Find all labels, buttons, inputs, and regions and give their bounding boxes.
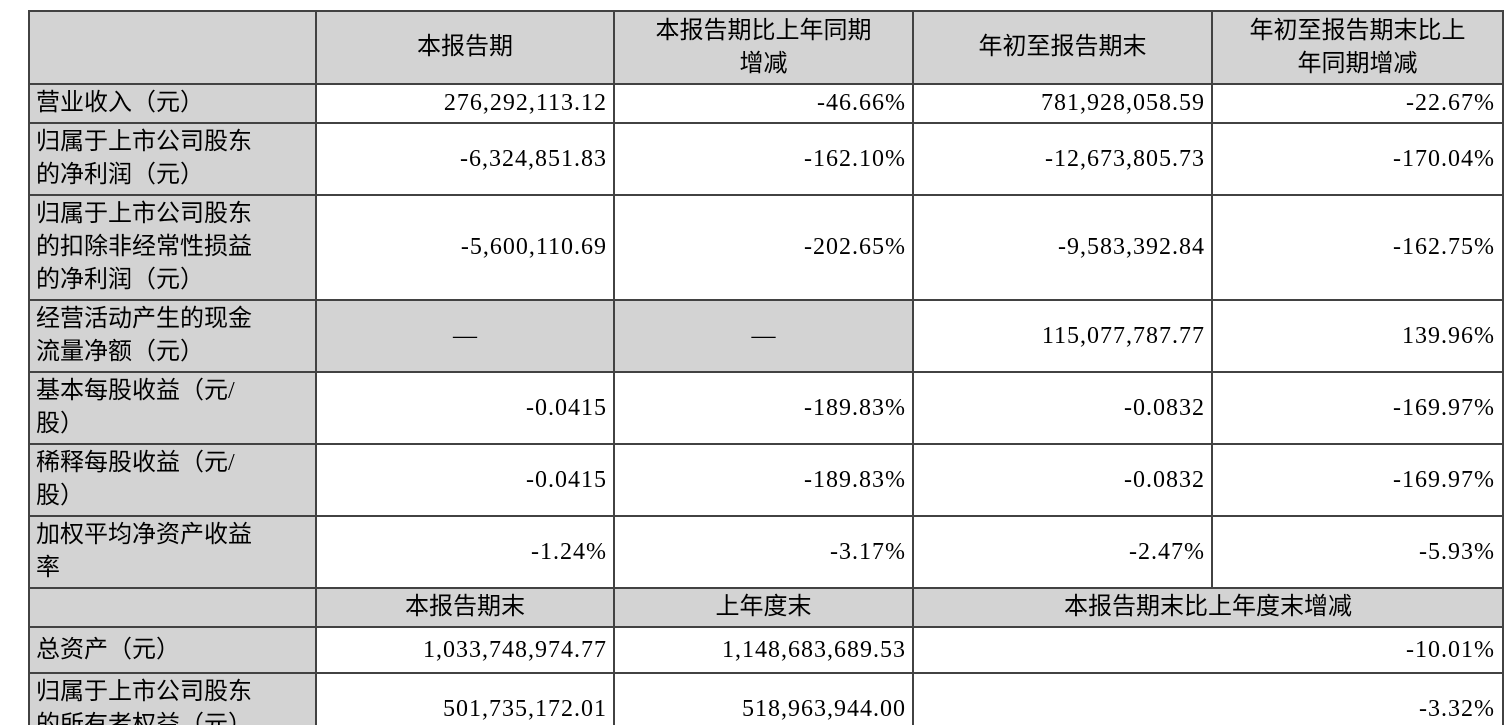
table-row-shareholders-equity: 归属于上市公司股东 的所有者权益（元） 501,735,172.01 518,9…	[28, 672, 1504, 725]
cell-value-dash: —	[613, 299, 914, 373]
cell-value: -5,600,110.69	[315, 194, 615, 301]
row-label: 归属于上市公司股东 的扣除非经常性损益 的净利润（元）	[28, 194, 317, 301]
column-header-period-end: 本报告期末	[315, 587, 615, 628]
table-row-operating-cash-flow: 经营活动产生的现金 流量净额（元） — — 115,077,787.77 139…	[28, 299, 1504, 373]
column-header-current-period: 本报告期	[315, 10, 615, 85]
cell-value: -162.75%	[1211, 194, 1504, 301]
corner-header-blank	[28, 10, 317, 85]
column-header-current-period-yoy-change: 本报告期比上年同期 增减	[613, 10, 914, 85]
cell-value: 1,033,748,974.77	[315, 626, 615, 674]
cell-value: -189.83%	[613, 371, 914, 445]
cell-value: -1.24%	[315, 515, 615, 589]
row-label: 基本每股收益（元/ 股）	[28, 371, 317, 445]
table-row-net-profit-excl-nonrecurring: 归属于上市公司股东 的扣除非经常性损益 的净利润（元） -5,600,110.6…	[28, 194, 1504, 301]
cell-value: -22.67%	[1211, 83, 1504, 124]
cell-value: -3.32%	[912, 672, 1504, 725]
cell-value: -170.04%	[1211, 122, 1504, 196]
cell-value: -0.0415	[315, 443, 615, 517]
row-label: 稀释每股收益（元/ 股）	[28, 443, 317, 517]
cell-value: -189.83%	[613, 443, 914, 517]
cell-value: -9,583,392.84	[912, 194, 1213, 301]
row-label: 经营活动产生的现金 流量净额（元）	[28, 299, 317, 373]
column-header-ytd-yoy-change: 年初至报告期末比上 年同期增减	[1211, 10, 1504, 85]
cell-value: -10.01%	[912, 626, 1504, 674]
cell-value: -2.47%	[912, 515, 1213, 589]
cell-value: 501,735,172.01	[315, 672, 615, 725]
table-header-period-row: 本报告期 本报告期比上年同期 增减 年初至报告期末 年初至报告期末比上 年同期增…	[28, 10, 1504, 85]
table-row-net-profit: 归属于上市公司股东 的净利润（元） -6,324,851.83 -162.10%…	[28, 122, 1504, 196]
cell-value: -12,673,805.73	[912, 122, 1213, 196]
cell-value: -0.0832	[912, 443, 1213, 517]
cell-value: -202.65%	[613, 194, 914, 301]
table-row-diluted-eps: 稀释每股收益（元/ 股） -0.0415 -189.83% -0.0832 -1…	[28, 443, 1504, 517]
table-row-revenue: 营业收入（元） 276,292,113.12 -46.66% 781,928,0…	[28, 83, 1504, 124]
cell-value: 115,077,787.77	[912, 299, 1213, 373]
row-label: 归属于上市公司股东 的所有者权益（元）	[28, 672, 317, 725]
row-label: 总资产（元）	[28, 626, 317, 674]
cell-value-dash: —	[315, 299, 615, 373]
cell-value: -5.93%	[1211, 515, 1504, 589]
cell-value: 781,928,058.59	[912, 83, 1213, 124]
table-header-yearend-row: 本报告期末 上年度末 本报告期末比上年度末增减	[28, 587, 1504, 628]
column-header-ytd: 年初至报告期末	[912, 10, 1213, 85]
cell-value: -6,324,851.83	[315, 122, 615, 196]
cell-value: -169.97%	[1211, 371, 1504, 445]
cell-value: 518,963,944.00	[613, 672, 914, 725]
cell-value: -162.10%	[613, 122, 914, 196]
cell-value: -3.17%	[613, 515, 914, 589]
table-row-basic-eps: 基本每股收益（元/ 股） -0.0415 -189.83% -0.0832 -1…	[28, 371, 1504, 445]
financial-summary-table: 本报告期 本报告期比上年同期 增减 年初至报告期末 年初至报告期末比上 年同期增…	[28, 10, 1504, 725]
column-header-prior-year-end: 上年度末	[613, 587, 914, 628]
cell-value: -0.0832	[912, 371, 1213, 445]
cell-value: -0.0415	[315, 371, 615, 445]
table-row-weighted-avg-roe: 加权平均净资产收益 率 -1.24% -3.17% -2.47% -5.93%	[28, 515, 1504, 589]
column-header-period-end-vs-prior-year-end: 本报告期末比上年度末增减	[912, 587, 1504, 628]
cell-value: -46.66%	[613, 83, 914, 124]
corner-header-blank	[28, 587, 317, 628]
cell-value: -169.97%	[1211, 443, 1504, 517]
row-label: 归属于上市公司股东 的净利润（元）	[28, 122, 317, 196]
table-row-total-assets: 总资产（元） 1,033,748,974.77 1,148,683,689.53…	[28, 626, 1504, 674]
cell-value: 139.96%	[1211, 299, 1504, 373]
row-label: 加权平均净资产收益 率	[28, 515, 317, 589]
cell-value: 1,148,683,689.53	[613, 626, 914, 674]
cell-value: 276,292,113.12	[315, 83, 615, 124]
row-label: 营业收入（元）	[28, 83, 317, 124]
